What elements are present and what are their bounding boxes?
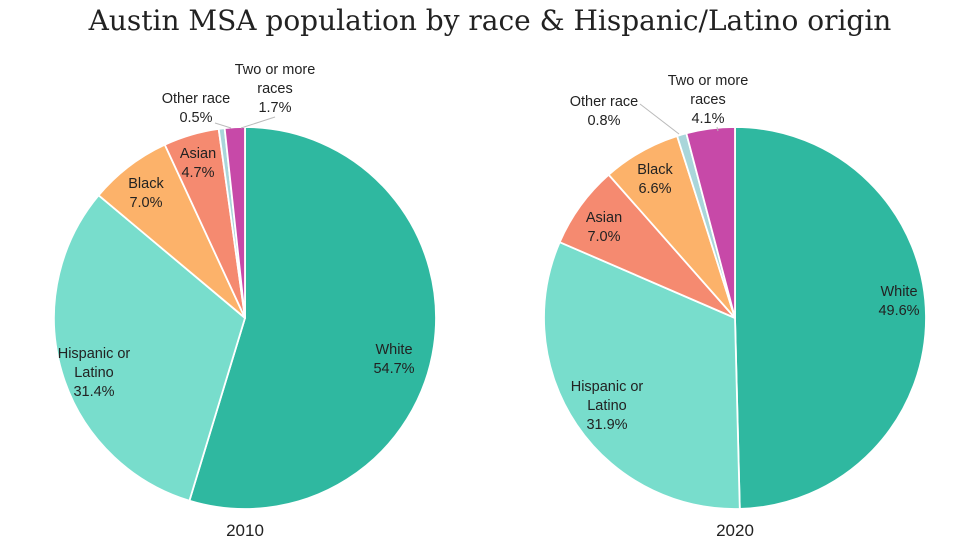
pie-slice-white [188,126,437,510]
pie-slice-hispanic-or-latino [543,241,741,510]
slice-value-white: 54.7% [373,361,414,377]
pie-2020: White 49.6% Hispanic or Latino 31.9% Asian 7.0… [543,73,927,540]
slice-label-two-or-more-races: Two or more races 1.7% [235,62,316,116]
slice-value-asian: 4.7% [181,165,214,181]
slice-label-black: Black 7.0% [128,176,164,211]
slice-value-two-or-more-races: 1.7% [258,100,291,116]
slice-label-hispanic-or-latino: Hispanic or Latino 31.9% [571,379,644,433]
year-label-2020: 2020 [716,521,754,540]
slice-label-two-or-more-races: Two or more races 4.1% [668,73,749,127]
slice-label-black: Black 6.6% [637,162,673,197]
slice-name-hispanic-or-latino: Hispanic or [571,379,644,395]
slice-name-hispanic-or-latino: Latino [587,398,627,414]
slice-label-white: White 54.7% [373,342,414,377]
leader-line-other-race [214,122,232,129]
slice-value-hispanic-or-latino: 31.4% [73,384,114,400]
year-label-2010: 2010 [226,521,264,540]
leader-line-two-or-more-races [716,126,719,132]
leader-line-two-or-more-races [240,116,276,129]
slice-name-black: Black [637,162,673,178]
slice-value-black: 7.0% [129,195,162,211]
pie-slice-white [734,126,927,510]
pie-slice-two-or-more-races [685,126,736,319]
slice-name-two-or-more-races: Two or more [668,73,749,89]
slice-label-white: White 49.6% [878,284,919,319]
slice-name-asian: Asian [586,210,622,226]
slice-name-two-or-more-races: Two or more [235,62,316,78]
slice-value-asian: 7.0% [587,229,620,245]
slice-label-hispanic-or-latino: Hispanic or Latino 31.4% [58,346,131,400]
slice-value-two-or-more-races: 4.1% [691,111,724,127]
slice-name-hispanic-or-latino: Latino [74,365,114,381]
slice-name-other-race: Other race [162,91,231,107]
slice-value-other-race: 0.8% [587,113,620,129]
slice-name-other-race: Other race [570,94,639,110]
slice-label-other-race: Other race 0.5% [162,91,231,126]
slice-name-hispanic-or-latino: Hispanic or [58,346,131,362]
slice-name-two-or-more-races: races [257,81,292,97]
slice-value-other-race: 0.5% [179,110,212,126]
slice-label-asian: Asian 7.0% [586,210,622,245]
slice-value-white: 49.6% [878,303,919,319]
slice-value-black: 6.6% [638,181,671,197]
pie-2010: White 54.7% Hispanic or Latino 31.4% Black 7.0… [53,62,437,540]
leader-line-other-race [639,103,680,135]
slice-name-white: White [375,342,412,358]
slice-name-two-or-more-races: races [690,92,725,108]
slice-name-asian: Asian [180,146,216,162]
slice-name-white: White [880,284,917,300]
pie-slice-hispanic-or-latino [53,194,246,502]
slice-label-asian: Asian 4.7% [180,146,216,181]
slice-name-black: Black [128,176,164,192]
chart-title: Austin MSA population by race & Hispanic… [88,4,892,37]
slice-label-other-race: Other race 0.8% [570,94,639,129]
slice-value-hispanic-or-latino: 31.9% [586,417,627,433]
